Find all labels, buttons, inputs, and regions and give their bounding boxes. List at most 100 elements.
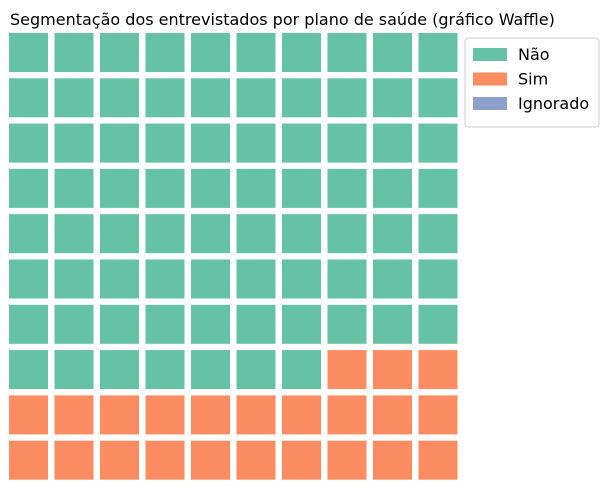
waffle-cell-44 — [146, 214, 185, 253]
waffle-grid — [9, 33, 458, 480]
waffle-cell-94 — [146, 441, 185, 480]
waffle-cell-82 — [55, 395, 94, 434]
waffle-cell-24 — [146, 124, 185, 163]
waffle-cell-1 — [9, 33, 48, 72]
waffle-cell-43 — [100, 214, 139, 253]
waffle-cell-68 — [328, 305, 367, 344]
waffle-cell-36 — [237, 169, 276, 208]
legend: Não Sim Ignorado — [465, 38, 599, 127]
waffle-cell-19 — [373, 78, 412, 117]
waffle-cell-57 — [282, 260, 321, 299]
waffle-cell-80 — [419, 350, 458, 389]
waffle-cell-83 — [100, 395, 139, 434]
waffle-cell-27 — [282, 124, 321, 163]
waffle-cell-81 — [9, 395, 48, 434]
waffle-cell-86 — [237, 395, 276, 434]
waffle-cell-31 — [9, 169, 48, 208]
waffle-cell-84 — [146, 395, 185, 434]
waffle-cell-90 — [419, 395, 458, 434]
waffle-cell-100 — [419, 441, 458, 480]
waffle-cell-42 — [55, 214, 94, 253]
waffle-cell-3 — [100, 33, 139, 72]
waffle-cell-66 — [237, 305, 276, 344]
waffle-cell-89 — [373, 395, 412, 434]
waffle-cell-73 — [100, 350, 139, 389]
legend-label-1: Não — [518, 45, 550, 64]
waffle-cell-76 — [237, 350, 276, 389]
waffle-cell-32 — [55, 169, 94, 208]
waffle-cell-95 — [191, 441, 230, 480]
waffle-cell-70 — [419, 305, 458, 344]
waffle-cell-2 — [55, 33, 94, 72]
chart-title: Segmentação dos entrevistados por plano … — [10, 10, 555, 29]
waffle-cell-56 — [237, 260, 276, 299]
waffle-cell-54 — [146, 260, 185, 299]
waffle-cell-12 — [55, 78, 94, 117]
waffle-cell-50 — [419, 214, 458, 253]
waffle-cell-21 — [9, 124, 48, 163]
waffle-cell-10 — [419, 33, 458, 72]
waffle-cell-92 — [55, 441, 94, 480]
waffle-cell-61 — [9, 305, 48, 344]
waffle-cell-93 — [100, 441, 139, 480]
waffle-cell-97 — [282, 441, 321, 480]
waffle-cell-35 — [191, 169, 230, 208]
waffle-cell-26 — [237, 124, 276, 163]
waffle-cell-74 — [146, 350, 185, 389]
waffle-cell-48 — [328, 214, 367, 253]
legend-label-2: Sim — [518, 70, 548, 89]
waffle-cell-98 — [328, 441, 367, 480]
waffle-cell-85 — [191, 395, 230, 434]
waffle-cell-11 — [9, 78, 48, 117]
waffle-cell-99 — [373, 441, 412, 480]
waffle-cell-15 — [191, 78, 230, 117]
waffle-cell-18 — [328, 78, 367, 117]
waffle-cell-58 — [328, 260, 367, 299]
waffle-cell-96 — [237, 441, 276, 480]
waffle-cell-33 — [100, 169, 139, 208]
waffle-cell-71 — [9, 350, 48, 389]
waffle-cell-60 — [419, 260, 458, 299]
legend-label-3: Ignorado — [518, 94, 589, 113]
waffle-cell-52 — [55, 260, 94, 299]
waffle-cell-72 — [55, 350, 94, 389]
legend-swatch-2 — [473, 73, 507, 86]
waffle-cell-55 — [191, 260, 230, 299]
waffle-cell-64 — [146, 305, 185, 344]
waffle-cell-53 — [100, 260, 139, 299]
waffle-cell-20 — [419, 78, 458, 117]
waffle-cell-8 — [328, 33, 367, 72]
waffle-cell-28 — [328, 124, 367, 163]
waffle-cell-23 — [100, 124, 139, 163]
waffle-cell-14 — [146, 78, 185, 117]
waffle-cell-39 — [373, 169, 412, 208]
waffle-cell-51 — [9, 260, 48, 299]
waffle-cell-40 — [419, 169, 458, 208]
waffle-cell-77 — [282, 350, 321, 389]
waffle-cell-17 — [282, 78, 321, 117]
waffle-cell-7 — [282, 33, 321, 72]
waffle-cell-9 — [373, 33, 412, 72]
waffle-cell-88 — [328, 395, 367, 434]
waffle-cell-91 — [9, 441, 48, 480]
waffle-cell-34 — [146, 169, 185, 208]
waffle-cell-22 — [55, 124, 94, 163]
waffle-cell-45 — [191, 214, 230, 253]
waffle-cell-62 — [55, 305, 94, 344]
legend-swatch-3 — [473, 97, 507, 110]
waffle-cell-25 — [191, 124, 230, 163]
waffle-cell-46 — [237, 214, 276, 253]
waffle-cell-5 — [191, 33, 230, 72]
waffle-cell-78 — [328, 350, 367, 389]
waffle-cell-59 — [373, 260, 412, 299]
waffle-cell-67 — [282, 305, 321, 344]
waffle-cell-65 — [191, 305, 230, 344]
waffle-cell-75 — [191, 350, 230, 389]
waffle-cell-6 — [237, 33, 276, 72]
waffle-cell-63 — [100, 305, 139, 344]
waffle-cell-13 — [100, 78, 139, 117]
waffle-cell-79 — [373, 350, 412, 389]
waffle-cell-49 — [373, 214, 412, 253]
legend-swatch-1 — [473, 48, 507, 61]
